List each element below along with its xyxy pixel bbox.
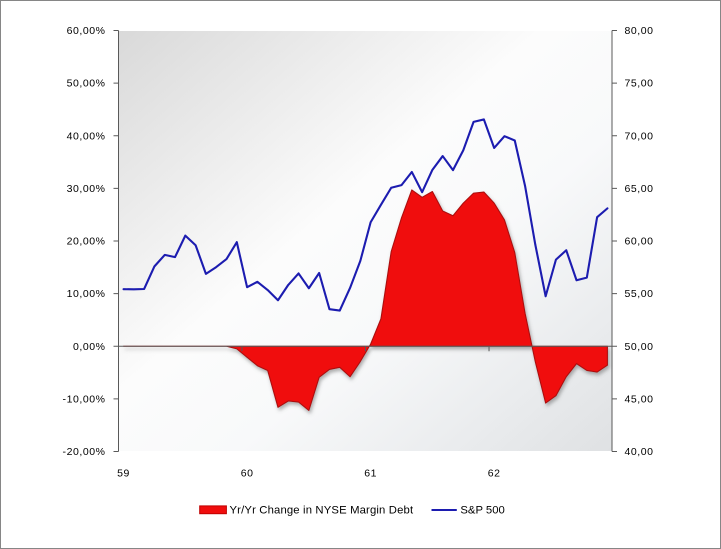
- svg-text:75,00: 75,00: [625, 78, 654, 90]
- svg-text:60,00%: 60,00%: [67, 25, 106, 37]
- svg-text:80,00: 80,00: [625, 25, 654, 37]
- svg-text:65,00: 65,00: [625, 183, 654, 195]
- svg-text:60,00: 60,00: [625, 236, 654, 248]
- svg-text:-10,00%: -10,00%: [63, 393, 106, 405]
- svg-text:-20,00%: -20,00%: [63, 446, 106, 458]
- svg-text:20,00%: 20,00%: [67, 236, 106, 248]
- svg-text:Yr/Yr Change in NYSE Margin De: Yr/Yr Change in NYSE Margin Debt: [230, 505, 414, 517]
- svg-text:0,00%: 0,00%: [73, 341, 106, 353]
- svg-text:10,00%: 10,00%: [67, 288, 106, 300]
- svg-text:59: 59: [117, 468, 130, 480]
- svg-text:55,00: 55,00: [625, 288, 654, 300]
- svg-text:61: 61: [364, 468, 377, 480]
- svg-text:60: 60: [241, 468, 254, 480]
- svg-text:40,00: 40,00: [625, 446, 654, 458]
- svg-text:S&P 500: S&P 500: [460, 505, 504, 517]
- svg-text:40,00%: 40,00%: [67, 130, 106, 142]
- svg-text:50,00: 50,00: [625, 341, 654, 353]
- svg-text:70,00: 70,00: [625, 130, 654, 142]
- svg-text:62: 62: [488, 468, 501, 480]
- svg-text:50,00%: 50,00%: [67, 78, 106, 90]
- svg-text:30,00%: 30,00%: [67, 183, 106, 195]
- svg-text:45,00: 45,00: [625, 393, 654, 405]
